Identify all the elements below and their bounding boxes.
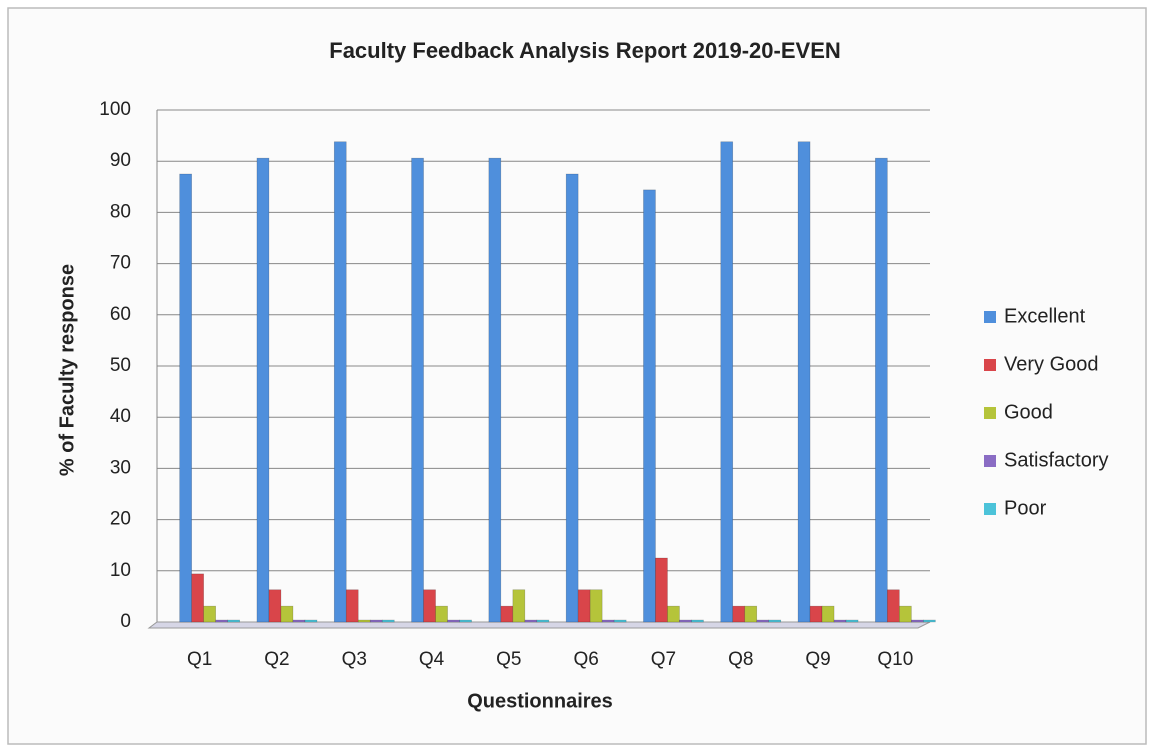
bar: [911, 619, 924, 623]
bar: [887, 589, 900, 623]
bar: [345, 589, 359, 623]
bar: [613, 619, 627, 623]
bar: [203, 605, 216, 623]
bar: [899, 605, 912, 623]
bar: [577, 589, 591, 623]
y-tick-label: 0: [120, 611, 131, 632]
y-tick-label: 80: [110, 201, 131, 222]
bar: [643, 189, 656, 623]
legend-swatch: [984, 503, 996, 515]
y-tick-label: 20: [110, 509, 131, 530]
legend-label: Excellent: [1004, 305, 1086, 327]
x-tick-label: Q5: [496, 649, 521, 670]
legend-swatch: [984, 455, 996, 467]
bar: [381, 619, 395, 623]
bar: [809, 605, 823, 623]
bar: [268, 589, 282, 623]
x-tick-label: Q1: [187, 649, 212, 670]
bar: [256, 157, 270, 623]
legend-swatch: [984, 407, 996, 419]
bar: [768, 619, 782, 623]
bar: [357, 619, 371, 623]
x-tick-label: Q8: [728, 649, 753, 670]
bar: [292, 619, 306, 623]
x-tick-label: Q2: [264, 649, 289, 670]
y-tick-label: 40: [110, 406, 131, 427]
bar: [280, 605, 294, 623]
legend-label: Satisfactory: [1004, 449, 1108, 471]
bar: [720, 141, 734, 623]
x-tick-label: Q4: [419, 649, 445, 670]
x-tick-label: Q9: [805, 649, 830, 670]
legend-label: Poor: [1004, 497, 1047, 519]
y-tick-label: 30: [110, 457, 131, 478]
bar: [756, 619, 770, 623]
bar: [845, 619, 859, 623]
x-tick-label: Q10: [877, 649, 913, 670]
bar: [423, 589, 436, 623]
bar: [679, 619, 692, 623]
bar: [821, 605, 835, 623]
y-tick-label: 70: [110, 253, 131, 274]
x-axis-title: Questionnaires: [467, 690, 613, 712]
bar: [411, 157, 424, 623]
y-tick-label: 90: [110, 150, 131, 171]
floor: [147, 621, 931, 629]
bar: [215, 619, 228, 623]
bar: [744, 605, 758, 623]
legend-swatch: [984, 359, 996, 371]
y-tick-label: 50: [110, 355, 131, 376]
legend-label: Good: [1004, 401, 1053, 423]
bar: [447, 619, 460, 623]
bar: [875, 157, 888, 623]
bar: [797, 141, 811, 623]
legend-label: Very Good: [1004, 353, 1099, 375]
bar: [488, 157, 502, 623]
x-tick-label: Q6: [573, 649, 598, 670]
x-tick-label: Q3: [342, 649, 367, 670]
bar: [923, 619, 936, 623]
bar: [732, 605, 746, 623]
legend-swatch: [984, 311, 996, 323]
y-axis-title: % of Faculty response: [56, 264, 78, 476]
bar: [369, 619, 383, 623]
y-tick-label: 10: [110, 560, 131, 581]
x-tick-label: Q7: [651, 649, 676, 670]
bar: [304, 619, 318, 623]
bar: [227, 619, 240, 623]
bar: [512, 589, 526, 623]
bar: [191, 573, 204, 623]
bar: [524, 619, 538, 623]
bar: [667, 605, 680, 623]
bar: [691, 619, 704, 623]
bar: [601, 619, 615, 623]
bar: [435, 605, 448, 623]
chart-title: Faculty Feedback Analysis Report 2019-20…: [329, 38, 841, 63]
bar: [565, 173, 579, 623]
bar: [179, 173, 192, 623]
bar: [655, 557, 668, 623]
bar: [459, 619, 472, 623]
y-tick-label: 60: [110, 304, 131, 325]
bar: [589, 589, 603, 623]
bar: [536, 619, 550, 623]
bar: [833, 619, 847, 623]
y-tick-label: 100: [99, 99, 131, 120]
bar: [333, 141, 347, 623]
bar: [500, 605, 514, 623]
